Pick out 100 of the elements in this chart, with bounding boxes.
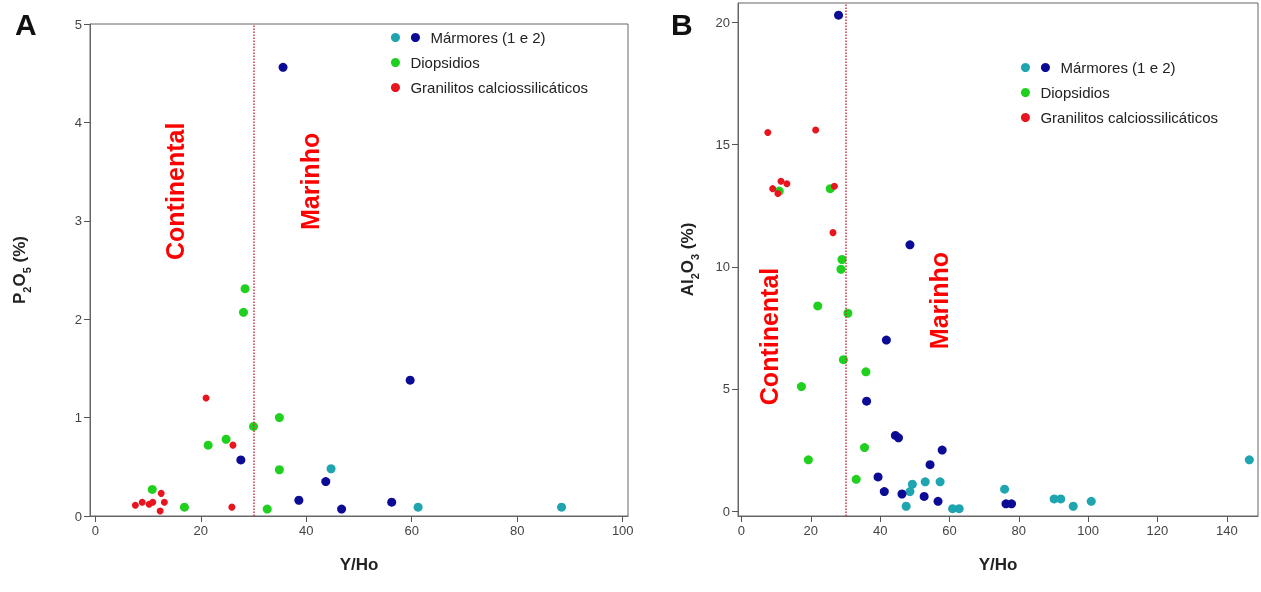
y-tick-label: 15: [715, 137, 730, 153]
point: [783, 180, 791, 188]
point: [413, 502, 423, 512]
point: [774, 190, 782, 198]
point: [1007, 499, 1017, 509]
y-tick-label: 3: [74, 213, 82, 229]
point: [954, 504, 964, 514]
point: [897, 489, 907, 499]
point: [236, 455, 246, 465]
point: [262, 504, 272, 514]
legend-label: Diopsidios: [410, 54, 480, 71]
y-axis-title: P2O5 (%): [9, 236, 33, 304]
point: [240, 284, 250, 294]
point: [1000, 484, 1010, 494]
y-tick-label: 5: [74, 16, 82, 32]
point: [920, 477, 930, 487]
y-tick-label: 1: [74, 410, 82, 426]
point: [249, 421, 259, 431]
x-tick-label: 40: [299, 523, 314, 538]
point: [851, 474, 861, 484]
point: [278, 62, 288, 72]
point: [228, 503, 236, 511]
annotation: Continental: [755, 267, 784, 406]
point: [834, 10, 844, 20]
legend-label: Mármores (1 e 2): [1060, 59, 1176, 76]
point: [879, 487, 889, 497]
point: [160, 498, 168, 506]
x-tick-label: 0: [737, 523, 746, 538]
x-tick-label: 60: [942, 523, 957, 538]
point: [179, 502, 189, 512]
x-axis-title: Y/Ho: [978, 555, 1018, 574]
point: [131, 501, 139, 509]
point: [925, 460, 935, 470]
x-tick-label: 20: [803, 523, 819, 538]
legend-label: Granilitos calciossilicáticos: [410, 79, 589, 96]
point: [830, 182, 838, 190]
point: [813, 301, 823, 311]
point: [294, 495, 304, 505]
point: [274, 465, 284, 475]
x-tick-label: 20: [193, 523, 208, 538]
point: [203, 440, 213, 450]
x-tick-label: 80: [510, 523, 525, 538]
point: [326, 464, 336, 474]
point: [881, 335, 891, 345]
x-tick-label: 120: [1146, 523, 1169, 538]
point: [905, 487, 915, 497]
point: [764, 128, 772, 136]
point: [777, 177, 785, 185]
x-tick-label: 100: [1077, 523, 1099, 538]
y-tick-label: 0: [722, 503, 730, 519]
point: [138, 498, 146, 506]
legend-label: Diopsidios: [1040, 84, 1110, 101]
point: [837, 255, 847, 264]
point: [1056, 494, 1066, 504]
point: [933, 496, 943, 506]
point: [862, 396, 872, 406]
point: [769, 185, 777, 193]
chart-title: A: [15, 7, 37, 41]
point: [1068, 501, 1078, 511]
point: [239, 307, 248, 317]
legend-label: Granilitos calciossilicáticos: [1040, 109, 1219, 126]
y-axis-title: Al2O3 (%): [677, 222, 701, 297]
point: [157, 489, 165, 497]
point: [557, 502, 567, 512]
chart-title: B: [671, 7, 693, 41]
point: [387, 497, 397, 507]
point: [873, 472, 883, 482]
y-tick-label: 0: [74, 508, 82, 524]
point: [843, 308, 853, 318]
x-tick-label: 40: [872, 523, 888, 538]
y-tick-label: 4: [74, 114, 82, 130]
x-tick-label: 0: [91, 523, 99, 538]
annotation: Marinho: [925, 251, 954, 350]
point: [229, 441, 237, 449]
point: [919, 491, 929, 501]
point: [907, 479, 917, 489]
annotation: Continental: [160, 122, 189, 261]
point: [838, 355, 848, 365]
x-tick-label: 140: [1215, 523, 1238, 538]
y-tick-label: 5: [722, 381, 730, 397]
point: [901, 501, 911, 511]
y-tick-label: 10: [715, 259, 730, 275]
point: [803, 455, 813, 465]
point: [221, 434, 231, 444]
point: [829, 229, 837, 237]
point: [796, 382, 806, 392]
point: [321, 477, 331, 487]
point: [905, 240, 915, 250]
x-axis-title: Y/Ho: [339, 555, 379, 574]
point: [1244, 455, 1254, 465]
x-tick-label: 100: [611, 523, 634, 538]
point: [156, 507, 164, 515]
x-tick-label: 60: [404, 523, 419, 538]
point: [812, 126, 820, 134]
point: [937, 445, 947, 455]
point: [935, 477, 945, 487]
annotation: Marinho: [295, 132, 324, 231]
x-tick-label: 80: [1011, 523, 1027, 538]
point: [147, 484, 157, 494]
point: [861, 367, 871, 377]
